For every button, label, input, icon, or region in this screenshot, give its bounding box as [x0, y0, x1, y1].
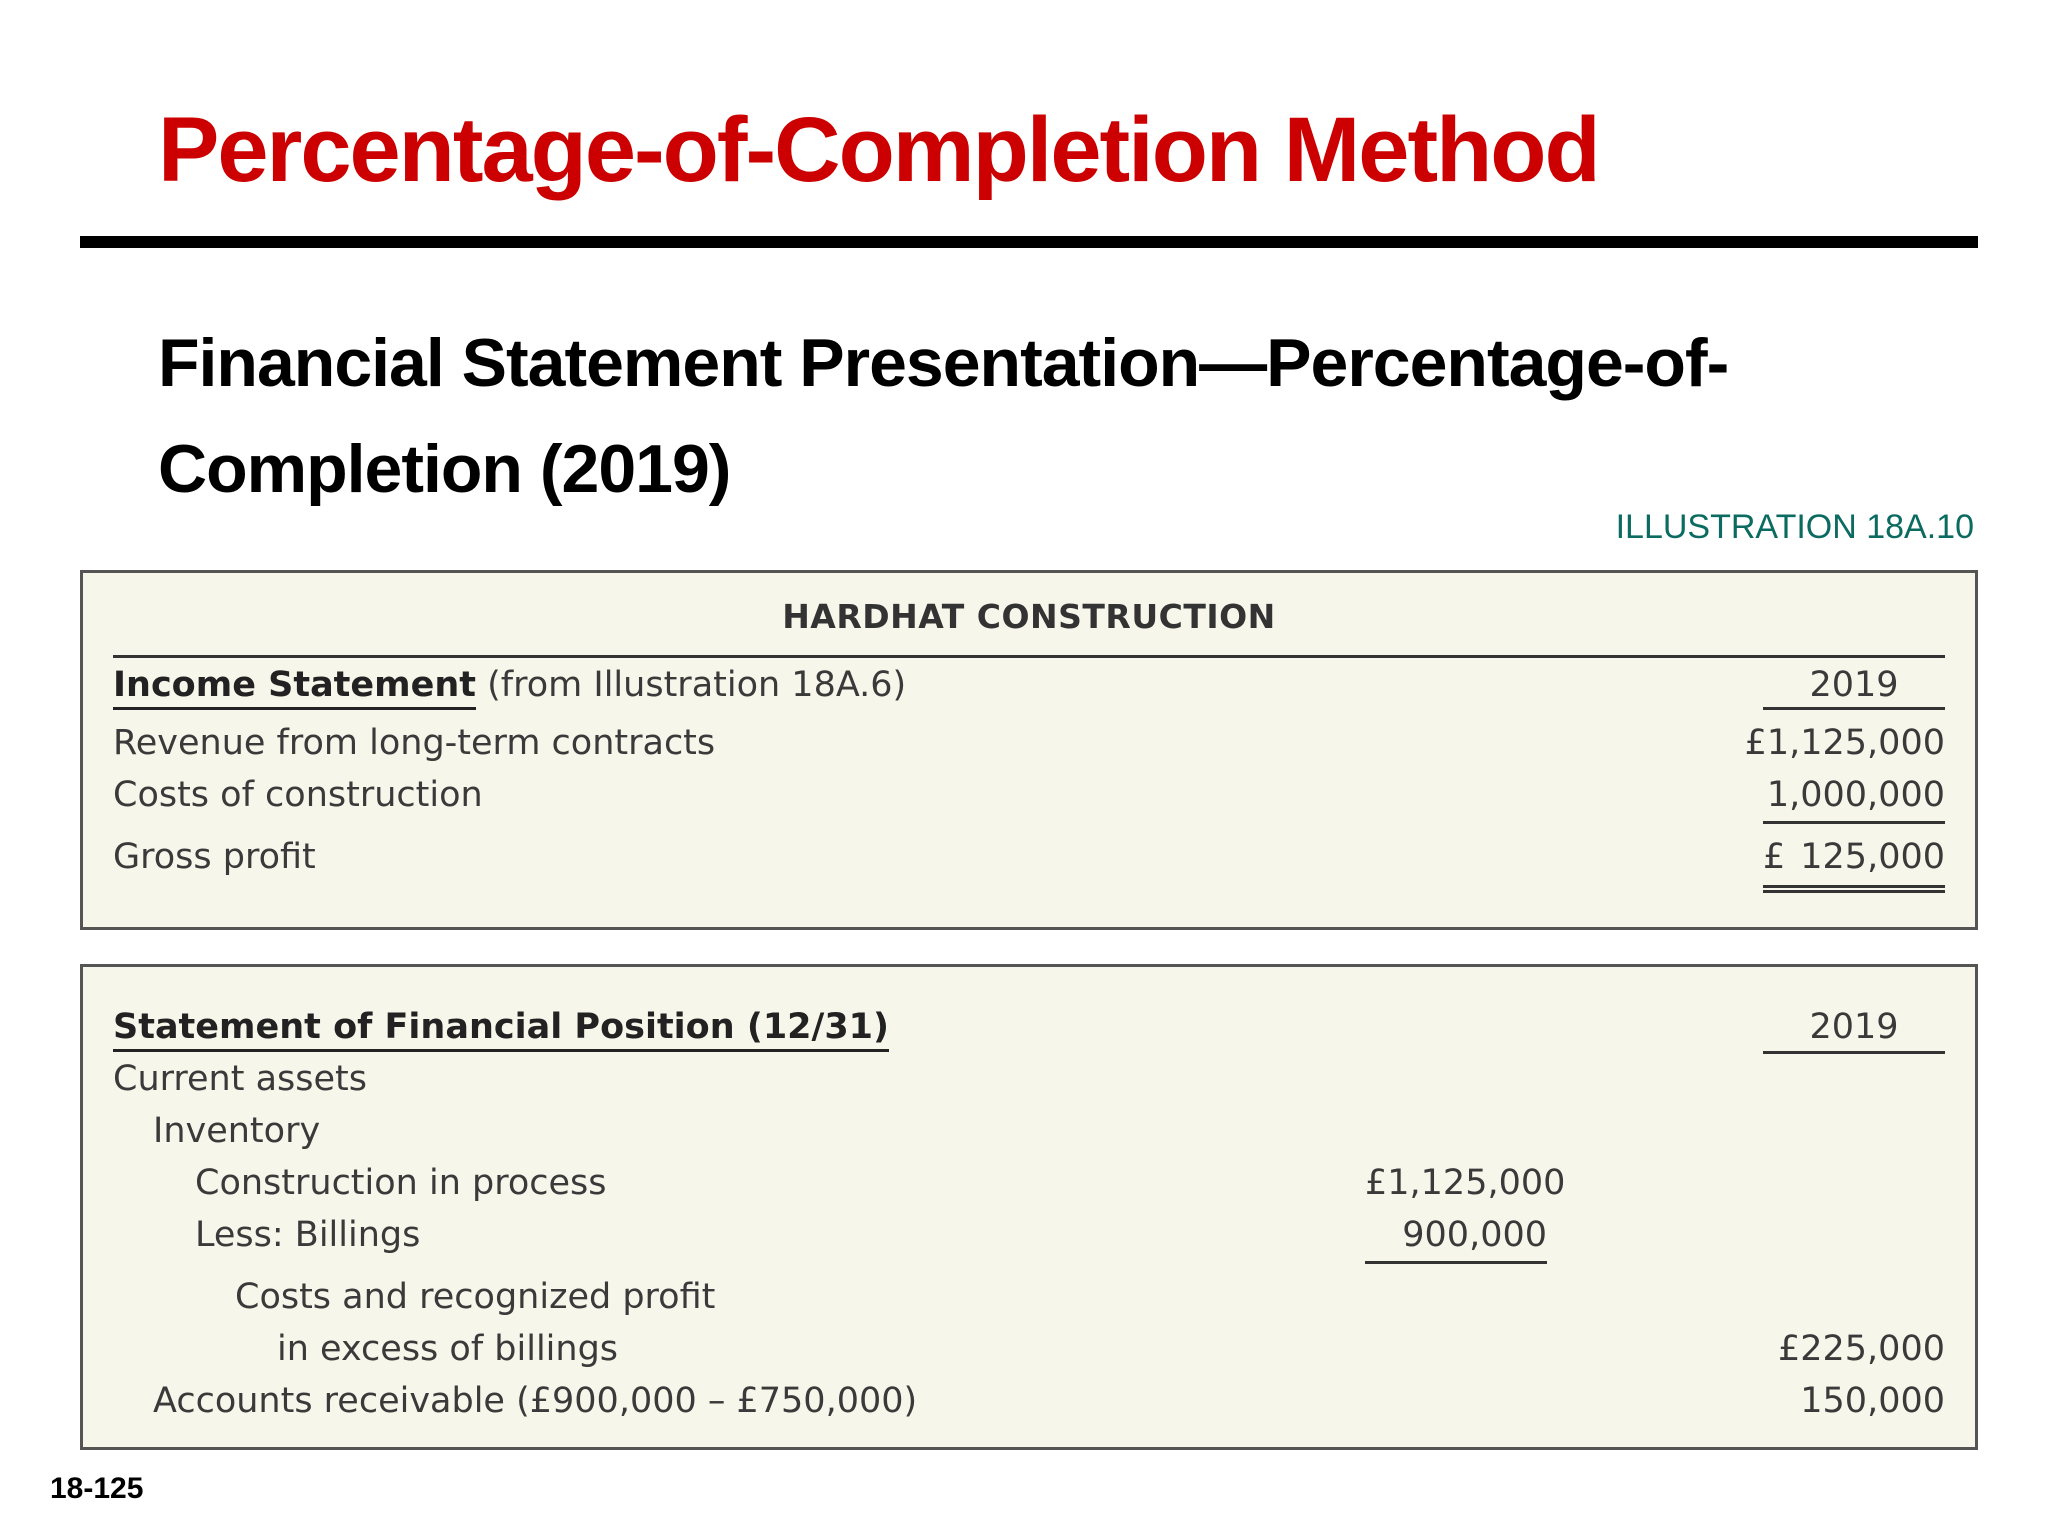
title-divider — [80, 236, 1978, 248]
accounts-receivable-value: 150,000 — [1800, 1381, 1945, 1421]
gross-profit-cell: £ 125,000 — [1763, 837, 1945, 893]
excess-of-billings-label: in excess of billings — [277, 1329, 619, 1369]
position-year-header: 2019 — [1763, 1007, 1945, 1054]
inventory-label: Inventory — [153, 1111, 321, 1151]
revenue-value: £1,125,000 — [1744, 723, 1945, 763]
financial-position-heading-line: Statement of Financial Position (12/31) — [113, 1007, 890, 1052]
less-billings-label: Less: Billings — [195, 1215, 421, 1255]
costs-recognized-profit-label: Costs and recognized profit — [235, 1277, 716, 1317]
income-statement-heading: Income Statement — [113, 665, 477, 710]
gross-profit-currency: £ — [1763, 837, 1786, 877]
financial-position-box: Statement of Financial Position (12/31) … — [80, 964, 1978, 1450]
income-year-header: 2019 — [1763, 665, 1945, 710]
costs-label: Costs of construction — [113, 775, 483, 815]
slide-title: Percentage-of-Completion Method — [158, 99, 1601, 201]
costs-value: 1,000,000 — [1763, 775, 1945, 824]
accounts-receivable-label: Accounts receivable (£900,000 – £750,000… — [153, 1381, 918, 1421]
construction-in-process-value: £1,125,000 — [1365, 1163, 1566, 1203]
company-rule — [113, 655, 1945, 658]
financial-position-heading: Statement of Financial Position (12/31) — [113, 1007, 890, 1052]
income-statement-heading-line: Income Statement (from Illustration 18A.… — [113, 665, 907, 710]
company-name: HARDHAT CONSTRUCTION — [782, 597, 1276, 636]
less-billings-value: 900,000 — [1365, 1215, 1547, 1264]
excess-of-billings-value: £225,000 — [1777, 1329, 1945, 1369]
illustration-label: ILLUSTRATION 18A.10 — [1615, 508, 1974, 546]
current-assets-label: Current assets — [113, 1059, 367, 1099]
gross-profit-label: Gross profit — [113, 837, 316, 877]
construction-in-process-label: Construction in process — [195, 1163, 607, 1203]
page-number: 18-125 — [50, 1472, 144, 1505]
income-statement-box: HARDHAT CONSTRUCTION Income Statement (f… — [80, 570, 1978, 930]
revenue-label: Revenue from long-term contracts — [113, 723, 716, 763]
income-statement-note: (from Illustration 18A.6) — [487, 665, 907, 705]
gross-profit-value: 125,000 — [1800, 837, 1945, 877]
slide-subtitle: Financial Statement Presentation—Percent… — [158, 325, 1729, 507]
